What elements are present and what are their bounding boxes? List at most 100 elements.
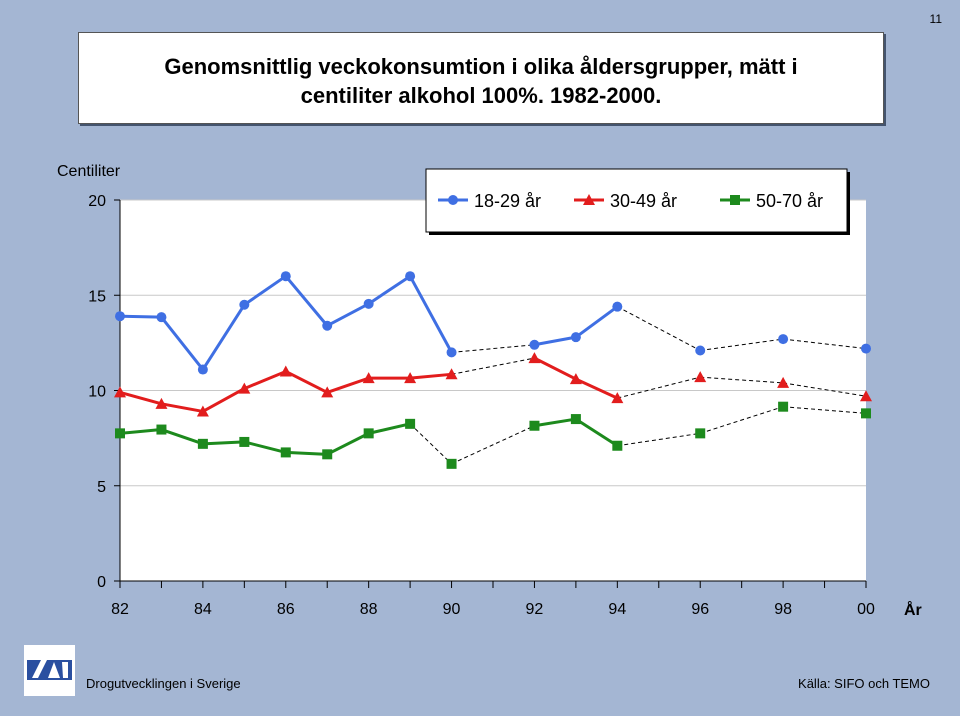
series-1-segment [575,305,619,339]
series-2-point [777,376,790,388]
series-2-segment [326,376,370,394]
x-tick-label: 96 [691,601,709,618]
series-3-segment [202,440,245,446]
x-tick-label: 82 [111,601,129,618]
series-3-point [570,414,581,425]
series-1-segment [326,302,370,328]
x-tick-label: 98 [774,601,792,618]
series-3-point [446,458,457,469]
series-1-point [280,271,291,282]
series-1-dashed-segment [617,306,701,351]
legend-marker-2 [583,194,595,205]
chart-title-line-1: Genomsnittlig veckokonsumtion i olika ål… [164,54,798,79]
series-2-point [321,386,334,398]
series-3-point [861,408,871,419]
series-2-segment [161,402,204,413]
page-number: 11 [929,12,942,26]
series-2-segment [533,356,577,381]
legend-label-3: 50-70 år [756,191,823,211]
series-1-point [570,332,581,343]
x-tick-label: 90 [443,601,461,618]
series-2-point [528,352,541,364]
series-1-point [612,301,623,312]
x-tick-label: 84 [194,601,212,618]
series-3-segment [119,428,162,435]
series-3-segment [575,417,619,448]
series-2-segment [202,387,246,413]
series-2-point [279,365,292,377]
series-3-segment [326,432,370,456]
series-1-segment [243,274,287,307]
series-1-segment [160,316,205,371]
series-1-segment [201,303,246,371]
series-3-segment [534,417,577,428]
y-tick-label: 20 [88,193,106,210]
series-3-segment [368,422,411,435]
series-2-point [114,386,126,398]
legend-label-1: 18-29 år [474,191,541,211]
series-1-segment [534,335,577,347]
y-tick-label: 10 [88,384,106,401]
series-3-point [405,418,416,429]
series-3-segment [160,428,204,446]
series-3-point [612,440,623,451]
series-3-dashed-segment [700,406,784,434]
series-3-segment [243,440,287,454]
series-3-point [363,428,374,439]
series-1-point [405,271,416,282]
x-axis-label: År [904,600,922,619]
series-3-point [529,420,540,431]
legend-label-2: 30-49 år [610,191,677,211]
series-1-segment [284,275,329,327]
series-1-point [197,364,208,375]
series-3-point [322,449,333,460]
series-2-point [362,372,375,384]
series-2-point [196,405,209,417]
title-box: Genomsnittlig veckokonsumtion i olika ål… [78,32,884,124]
series-2-point [404,372,417,384]
series-1-point [778,334,789,345]
series-3-point [156,424,167,435]
chart-title-line-2: centiliter alkohol 100%. 1982-2000. [300,83,662,108]
y-tick-label: 5 [97,479,106,496]
series-2-dashed-segment [617,376,701,399]
series-2-segment [243,370,287,390]
y-tick-label: 15 [88,288,106,305]
series-1-point [115,311,125,322]
series-3-point [695,428,706,439]
series-2-point [155,397,168,409]
series-1-point [363,298,374,309]
series-3-point [239,436,250,447]
series-1-segment [408,275,453,354]
can-logo-icon [24,645,75,696]
series-3-point [115,428,125,439]
y-axis-label: Centiliter [57,163,121,180]
series-2-segment [409,372,452,380]
series-3-segment [285,450,328,456]
series-2-point [860,390,872,402]
series-3-point [280,447,291,458]
series-1-point [156,312,167,323]
series-3-point [778,401,789,412]
series-2-point [611,392,624,404]
series-1-point [695,345,706,356]
series-1-segment [119,314,162,319]
series-1-point [529,339,540,350]
series-1-point [239,299,250,310]
series-1-point [322,320,333,331]
can-logo [24,645,75,696]
series-2-point [238,382,251,394]
series-2-point [694,371,707,383]
series-3-point [197,438,208,449]
x-tick-label: 00 [857,601,875,618]
y-tick-label: 0 [97,574,106,591]
x-tick-label: 92 [526,601,544,618]
legend-marker-1 [448,195,458,205]
series-1-segment [367,274,411,306]
series-2-dashed-segment [451,357,535,375]
legend [425,168,848,233]
footer-source-right: Källa: SIFO och TEMO [798,676,930,691]
series-1-point [861,343,871,354]
series-2-point [445,368,458,380]
